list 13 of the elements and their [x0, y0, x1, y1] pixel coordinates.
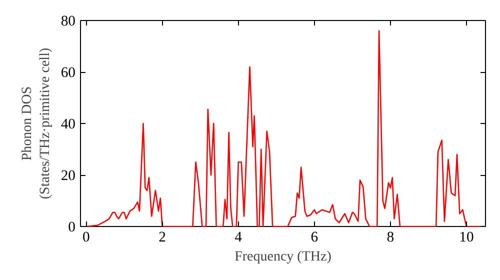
x-tick-label: 10: [459, 230, 474, 246]
y-tick-label: 60: [60, 65, 76, 81]
x-tick-label: 6: [310, 230, 318, 246]
y-tick-label: 20: [60, 168, 76, 184]
x-tick-label: 0: [82, 230, 90, 246]
x-tick-label: 8: [386, 230, 394, 246]
x-axis-title: Frequency (THz): [234, 250, 332, 264]
y-tick-label: 40: [60, 116, 76, 132]
y-tick-label: 0: [68, 220, 76, 236]
x-tick-label: 4: [234, 230, 243, 246]
x-tick-label: 2: [158, 230, 166, 246]
y-tick-label: 80: [60, 14, 76, 30]
y-axis-title: Phonon DOS (States/THz·primitive cell): [20, 48, 53, 200]
